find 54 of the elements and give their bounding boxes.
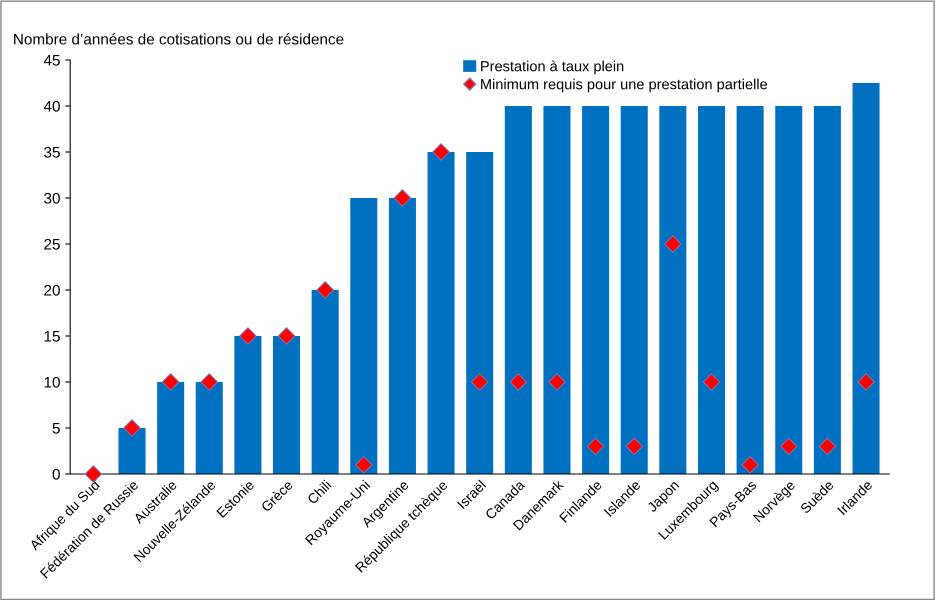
bar bbox=[428, 152, 455, 474]
y-tick-label: 40 bbox=[44, 100, 60, 112]
y-tick-label: 5 bbox=[52, 423, 60, 434]
bar bbox=[504, 106, 532, 474]
bar bbox=[775, 106, 802, 474]
legend-label: Minimum requis pour une prestation partielle bbox=[481, 78, 768, 92]
point bbox=[702, 373, 720, 391]
point bbox=[316, 281, 334, 299]
y-tick-label: 0 bbox=[52, 468, 60, 480]
bar bbox=[350, 198, 378, 474]
bar bbox=[273, 336, 300, 474]
bar bbox=[698, 106, 726, 474]
point bbox=[857, 373, 875, 391]
point bbox=[394, 189, 412, 207]
point bbox=[470, 373, 488, 391]
point bbox=[162, 373, 180, 391]
point bbox=[200, 373, 218, 391]
bar bbox=[736, 106, 764, 474]
bar bbox=[582, 106, 610, 474]
y-axis-title: Nombre d’années de cotisations ou de résidence bbox=[14, 33, 344, 45]
bar bbox=[659, 106, 686, 474]
y-tick-label: 15 bbox=[44, 331, 60, 342]
point bbox=[818, 438, 836, 456]
y-tick-label: 10 bbox=[44, 376, 60, 388]
point bbox=[664, 235, 682, 253]
point bbox=[586, 438, 604, 456]
bar bbox=[312, 290, 339, 474]
y-tick-label: 25 bbox=[44, 238, 60, 250]
point bbox=[432, 143, 450, 161]
bar bbox=[118, 428, 146, 474]
bar bbox=[543, 106, 570, 474]
bar bbox=[388, 198, 416, 474]
bar bbox=[196, 382, 223, 474]
y-tick-label: 30 bbox=[44, 192, 60, 204]
bar bbox=[814, 106, 841, 474]
point bbox=[510, 373, 528, 391]
point bbox=[625, 438, 643, 456]
legend-label: Prestation à taux plein bbox=[481, 60, 624, 74]
bar bbox=[852, 83, 880, 474]
y-tick-label: 45 bbox=[44, 55, 60, 66]
point bbox=[741, 456, 759, 474]
point bbox=[355, 456, 373, 474]
point bbox=[123, 419, 141, 437]
bar bbox=[234, 336, 262, 474]
y-tick-label: 20 bbox=[44, 284, 60, 296]
point bbox=[84, 465, 102, 483]
point bbox=[278, 327, 296, 345]
y-tick-label: 35 bbox=[44, 146, 60, 158]
bar bbox=[157, 382, 184, 474]
point bbox=[239, 327, 257, 345]
bar bbox=[620, 106, 648, 474]
point bbox=[548, 373, 566, 391]
bar bbox=[466, 152, 494, 474]
point bbox=[780, 438, 798, 456]
